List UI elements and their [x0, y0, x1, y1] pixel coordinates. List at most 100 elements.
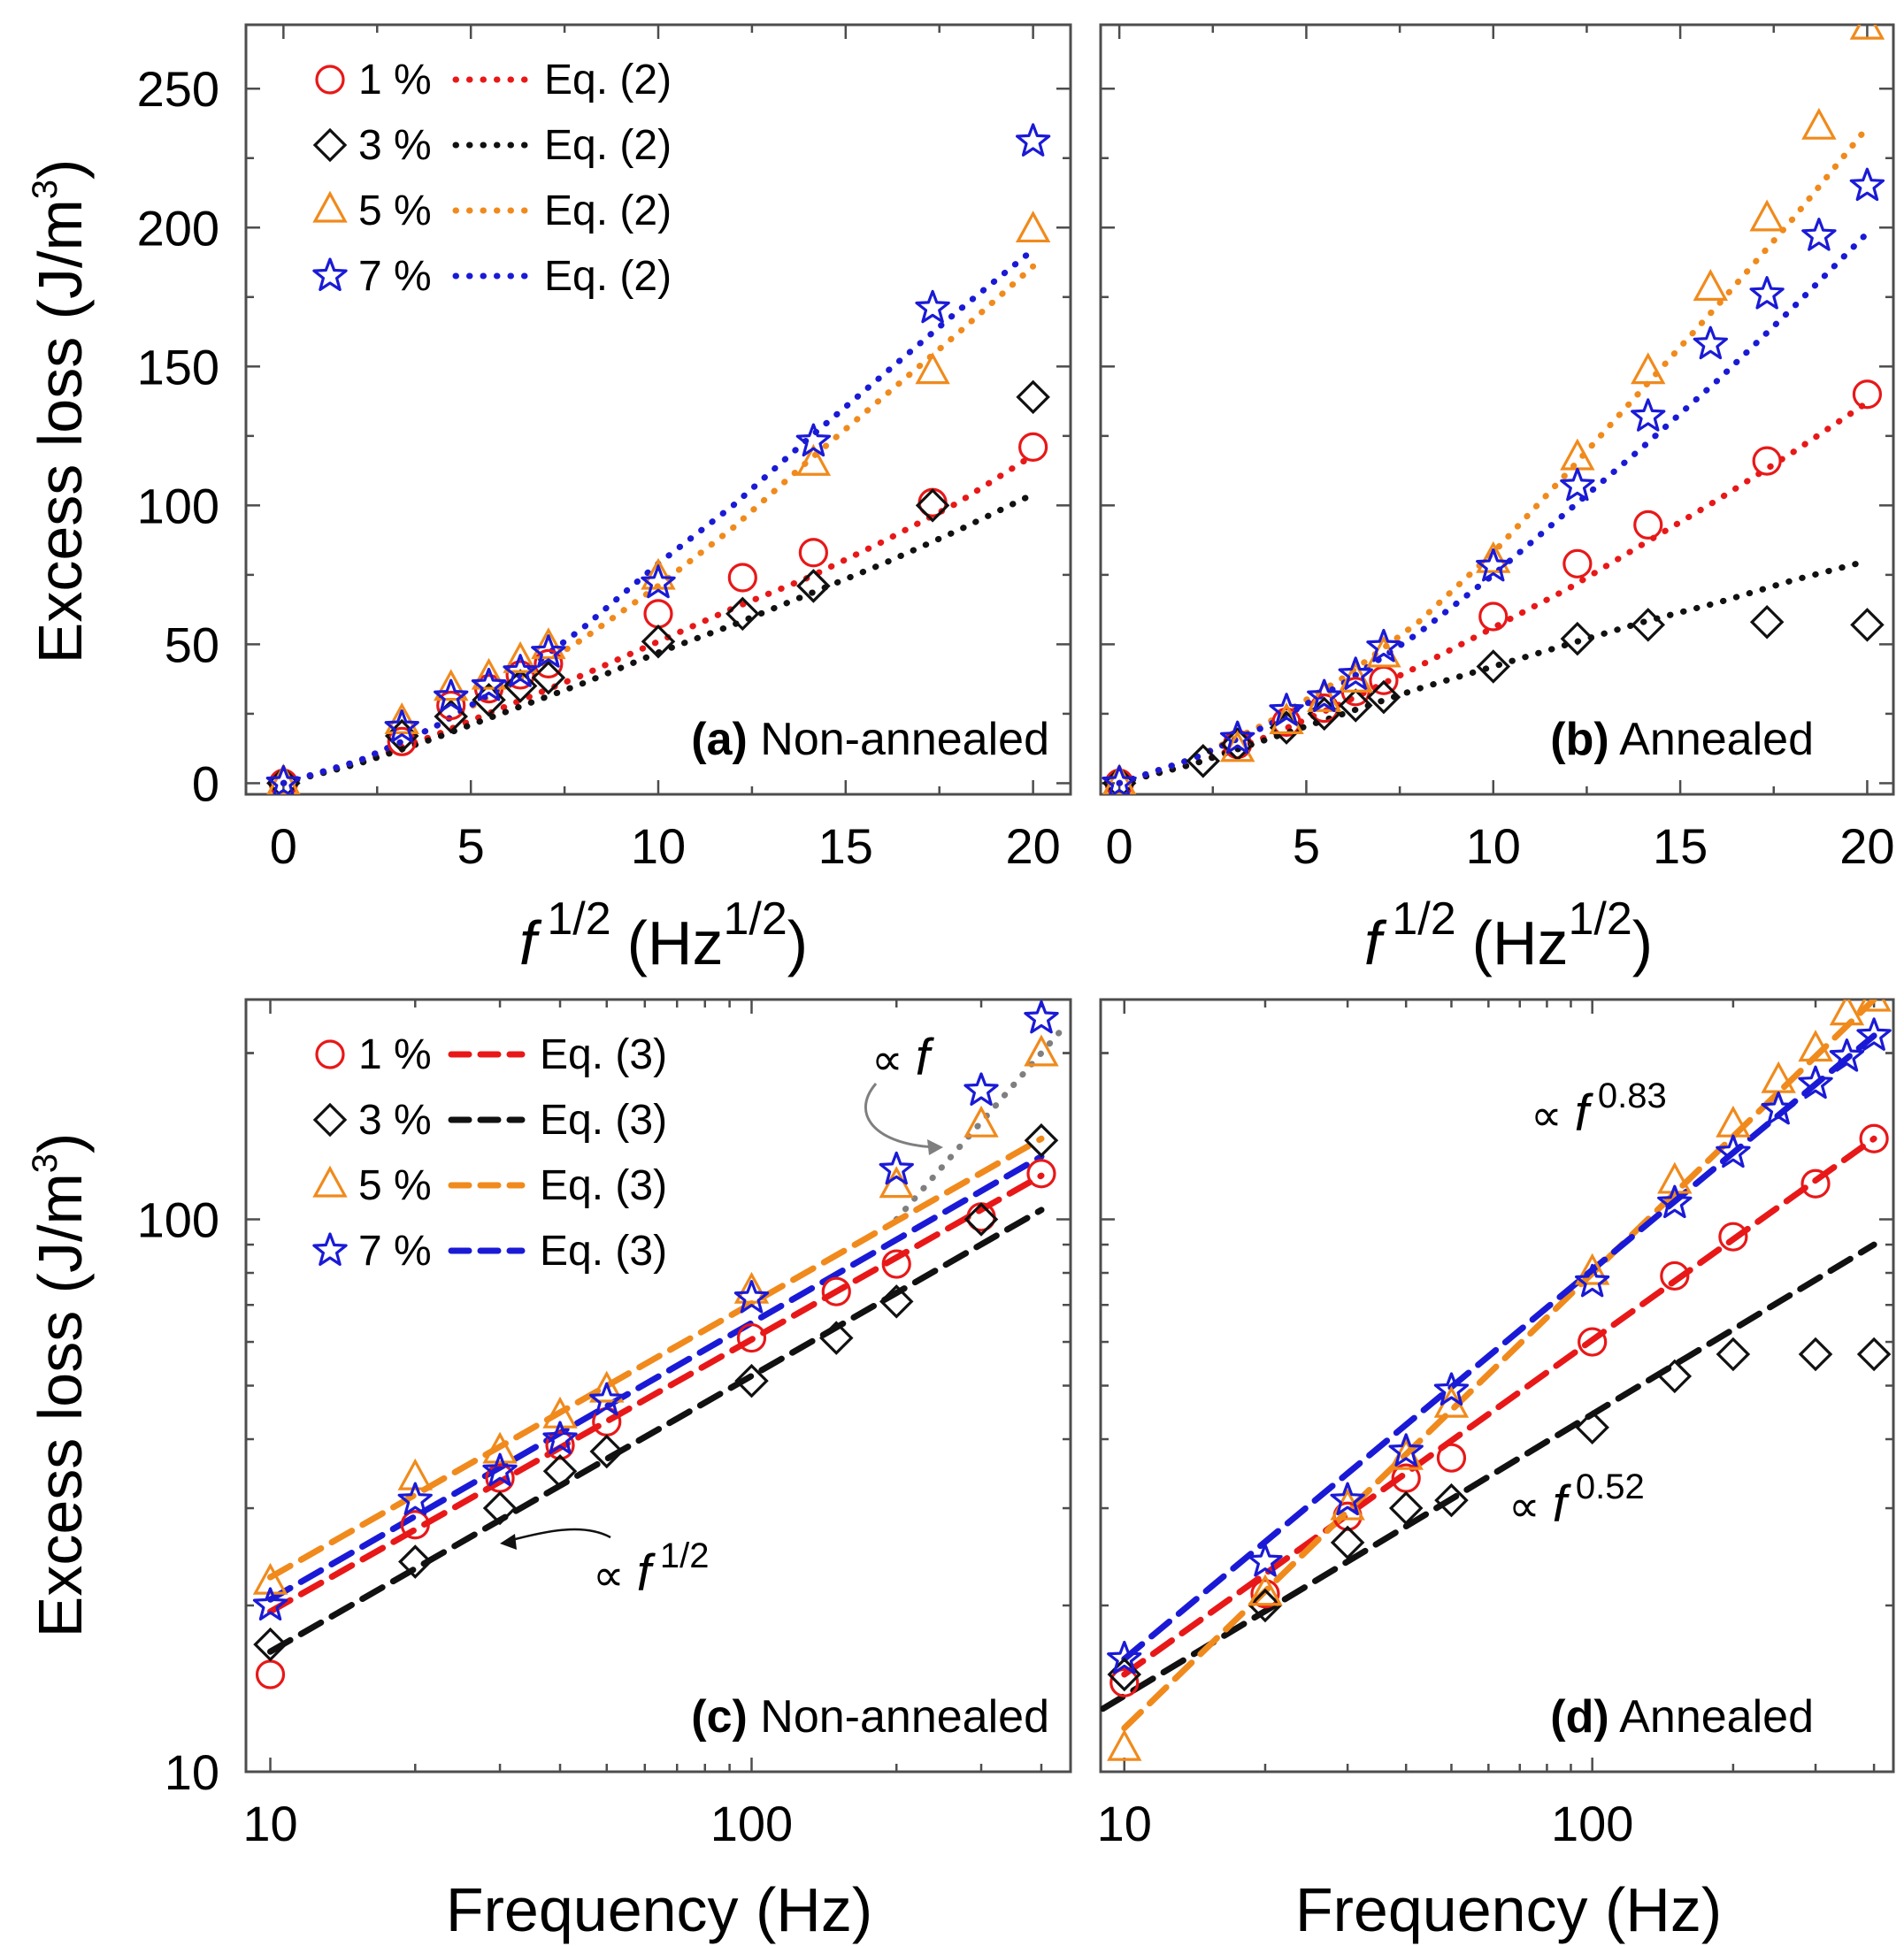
- data-point-3: [819, 1321, 854, 1355]
- y-tick-label: 0: [192, 755, 219, 811]
- data-point-3: [1366, 679, 1401, 715]
- annotation-arrow-sqrt: [508, 1528, 611, 1543]
- data-point-1: [436, 690, 466, 721]
- data-point-7: [1269, 693, 1304, 726]
- data-point-5: [531, 627, 566, 660]
- x-axis-label-d: Frequency (Hz): [1295, 1875, 1722, 1944]
- legend-fit-label: Eq. (2): [544, 57, 672, 103]
- data-point-7: [589, 1382, 625, 1416]
- data-point-5: [471, 657, 507, 690]
- data-point-3: [1330, 1525, 1365, 1560]
- data-point-7: [1307, 678, 1342, 713]
- data-point-5: [1693, 269, 1729, 301]
- fit-line-7: [1116, 230, 1870, 786]
- plot-frame: [1099, 23, 1895, 796]
- x-axis-label-b: f 1/2 (Hz1/2): [1364, 893, 1653, 977]
- data-point-5: [1248, 1574, 1283, 1606]
- data-point-3: [1338, 688, 1373, 723]
- y-tick-label: 150: [137, 339, 219, 395]
- panel-tag: (c): [691, 1691, 748, 1743]
- data-point-5: [1574, 1253, 1610, 1285]
- fit-line-1: [280, 452, 1037, 786]
- data-point-7: [1366, 628, 1401, 663]
- data-point-1: [1852, 379, 1883, 410]
- fit-line-1: [267, 1172, 1045, 1615]
- data-point-5: [482, 1431, 518, 1464]
- data-point-1: [1478, 601, 1509, 632]
- data-point-7: [1433, 1372, 1470, 1406]
- data-point-3: [253, 1627, 288, 1662]
- data-point-3: [482, 1490, 518, 1526]
- legend-marker-1: [315, 65, 345, 95]
- legend-fit-label: Eq. (3): [540, 1097, 667, 1144]
- data-point-3: [796, 569, 831, 603]
- data-point-1: [505, 660, 535, 690]
- data-point-5: [733, 1271, 770, 1304]
- data-point-3: [398, 1544, 433, 1579]
- annotation-prop-052: ∝ f 0.52: [1509, 1467, 1645, 1533]
- data-point-7: [1761, 1091, 1796, 1125]
- data-point-1: [1718, 1222, 1748, 1252]
- data-point-3: [1248, 1588, 1283, 1623]
- data-point-1: [1800, 1168, 1831, 1199]
- arrowhead-icon: [500, 1534, 517, 1550]
- data-point-5: [503, 640, 538, 673]
- panel-tag: (b): [1550, 714, 1608, 765]
- data-point-7: [1338, 656, 1373, 690]
- data-point-5: [434, 669, 469, 701]
- data-point-1: [387, 726, 417, 756]
- y-tick-label: 250: [137, 61, 219, 117]
- data-point-3: [1631, 608, 1666, 642]
- data-point-3: [1798, 1337, 1833, 1372]
- legend-fit-label: Eq. (3): [540, 1031, 667, 1078]
- data-point-1: [821, 1276, 851, 1306]
- annotation-arrow-f: [864, 1083, 939, 1149]
- data-point-1: [1660, 1260, 1690, 1291]
- data-point-7: [1856, 1017, 1892, 1051]
- data-point-5: [795, 443, 832, 476]
- data-point-1: [1018, 432, 1048, 463]
- data-point-5: [1024, 1034, 1059, 1067]
- data-point-1: [1250, 1579, 1280, 1609]
- x-tick-label: 0: [270, 818, 297, 874]
- legend-marker-7: [312, 1232, 348, 1267]
- data-point-3: [734, 1363, 769, 1398]
- x-tick-label: 100: [710, 1796, 793, 1851]
- panel-tag: (a): [691, 714, 748, 765]
- x-axis-label-c: Frequency (Hz): [446, 1875, 872, 1944]
- x-tick-label: 10: [1466, 818, 1521, 874]
- data-point-3: [1850, 608, 1885, 642]
- data-point-1: [881, 1249, 911, 1279]
- fit-line-3: [280, 491, 1037, 786]
- panel-text: Annealed: [1609, 714, 1814, 765]
- data-point-1: [255, 1659, 286, 1689]
- data-point-7: [1560, 467, 1595, 502]
- fit-line-3: [267, 1207, 1045, 1655]
- data-point-7: [1801, 218, 1837, 251]
- panel-text: Non-annealed: [748, 714, 1049, 765]
- data-point-3: [1434, 1482, 1469, 1518]
- data-point-7: [397, 1482, 433, 1516]
- panel-c: 10 100 10 100 1 % Eq. (3) 3 % Eq. (3) 5 % Eq. (3)…: [137, 998, 1072, 1851]
- panel-label: (b) Annealed: [1550, 714, 1814, 765]
- data-point-7: [1219, 720, 1255, 755]
- data-point-7: [915, 289, 950, 324]
- legend-label: 1 %: [358, 57, 432, 103]
- data-point-7: [1829, 1038, 1865, 1072]
- data-point-7: [1024, 1000, 1059, 1034]
- annotation-prop-f: ∝ f: [871, 1029, 935, 1086]
- plot-area: [1102, 25, 1885, 794]
- legend-fit-label: Eq. (2): [544, 253, 672, 300]
- data-point-5: [384, 702, 419, 734]
- data-point-7: [733, 1279, 770, 1314]
- fit-line-1: [1121, 1135, 1877, 1678]
- y-tick-label: 50: [165, 617, 219, 672]
- data-point-3: [1749, 605, 1785, 640]
- x-tick-label: 20: [1839, 818, 1894, 874]
- data-point-5: [1102, 763, 1137, 794]
- fit-line-5: [1121, 1000, 1877, 1732]
- legend-marker-7: [312, 257, 348, 291]
- data-point-7: [265, 764, 301, 794]
